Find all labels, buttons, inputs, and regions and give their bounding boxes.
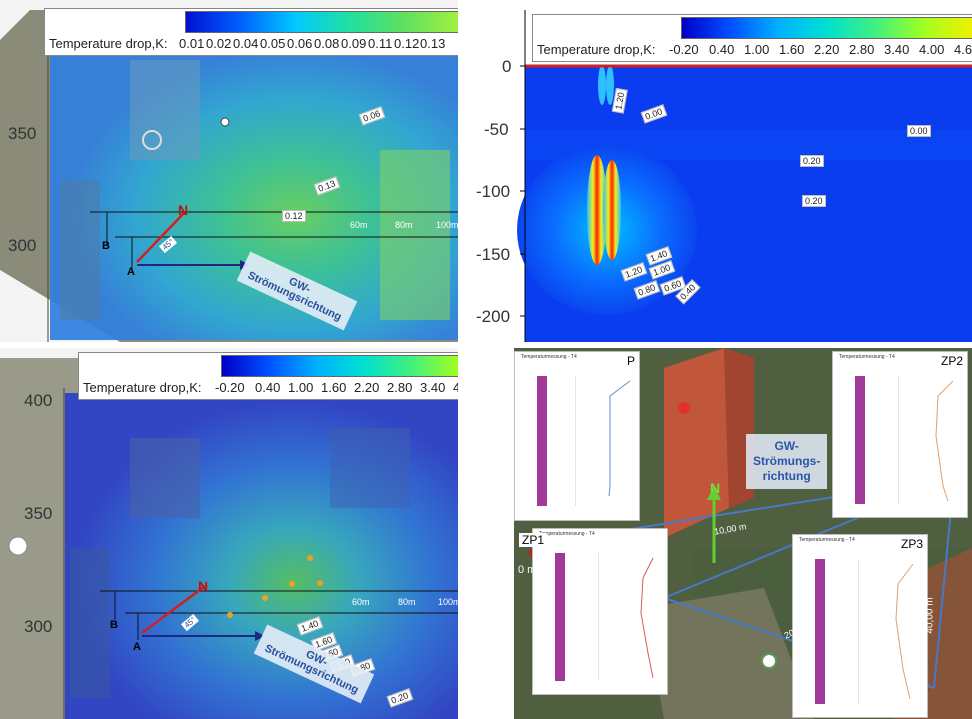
gw-flow-direction-label: GW- Strömungs- richtung: [746, 434, 828, 489]
y-tick-label: -150: [476, 245, 511, 264]
legend-tick: 2.80: [387, 380, 413, 395]
distance-label: 60m: [350, 220, 368, 230]
point-b-label: B: [110, 619, 118, 631]
profile-sheet-zp3: Temperaturmessung - T4 ZP3: [792, 534, 928, 718]
legend-tick: 0.08: [314, 36, 340, 51]
legend-tick: 0.40: [255, 380, 281, 395]
legend-tick: 4.: [453, 380, 458, 395]
legend-tick: 3.40: [884, 42, 910, 57]
legend-panel3: Temperature drop,K: -0.20 0.40 1.00 1.60…: [78, 352, 458, 400]
y-tick-label: -200: [476, 307, 511, 326]
point-a-label: A: [133, 641, 141, 653]
temperature-profile: [898, 376, 954, 504]
plan-view-map-2: [0, 358, 458, 719]
legend-title: Temperature drop,K:: [537, 42, 656, 57]
legend-colorbar: [221, 355, 458, 377]
legend-ticks: -0.20 0.40 1.00 1.60 2.20 2.80 3.40 4.00…: [669, 42, 972, 57]
dimension-label: -1,07 m: [915, 640, 930, 682]
legend-tick: -0.20: [215, 380, 245, 395]
temperature-profile: [575, 376, 631, 506]
y-tick-label: 400: [24, 391, 53, 410]
legend-tick: 0.13: [420, 36, 446, 51]
legend-ticks: -0.20 0.40 1.00 1.60 2.20 2.80 3.40 4.: [215, 380, 458, 395]
legend-tick: 2.20: [354, 380, 380, 395]
sheet-header: Temperaturmessung - T4: [539, 531, 595, 537]
legend-tick: 1.60: [321, 380, 347, 395]
isoline-label: 0.20: [800, 155, 824, 167]
dimension-label: 0 m: [518, 564, 537, 576]
distance-label: 80m: [398, 597, 416, 607]
profile-sheet-p: Temperaturmessung - T4 P: [514, 351, 640, 521]
geology-strip: [815, 559, 825, 704]
legend-panel1: Temperature drop,K: 0.01 0.02 0.04 0.05 …: [44, 8, 458, 56]
dimension-label: 40,00 m: [924, 597, 936, 634]
legend-tick: 0.02: [206, 36, 232, 51]
legend-tick: 2.20: [814, 42, 840, 57]
dimension-label: -1,96 m: [940, 432, 968, 460]
legend-tick: 0.05: [260, 36, 286, 51]
legend-tick: 0.04: [233, 36, 259, 51]
panel-plan-view-top: Temperature drop,K: 0.01 0.02 0.04 0.05 …: [0, 0, 458, 342]
point-a-label: A: [127, 266, 135, 278]
distance-label: 100m: [438, 597, 458, 607]
isoline-label: 0.00: [907, 125, 931, 137]
legend-tick: 1.60: [779, 42, 805, 57]
y-tick-label: 0: [502, 57, 512, 76]
legend-colorbar: [185, 11, 458, 33]
north-arrow-label: N: [710, 480, 721, 496]
point-b-label: B: [102, 240, 110, 252]
y-tick-label: -100: [476, 182, 511, 201]
north-arrow-label: N: [198, 578, 209, 594]
legend-tick: 0.09: [341, 36, 367, 51]
distance-label: 80m: [395, 220, 413, 230]
isoline-label: 0.20: [802, 195, 826, 207]
y-tick-label: 350: [8, 124, 37, 143]
legend-tick: 1.00: [744, 42, 770, 57]
legend-colorbar: [681, 17, 972, 39]
geology-strip: [855, 376, 865, 504]
panel-plan-view-bottom: Temperature drop,K: -0.20 0.40 1.00 1.60…: [0, 348, 458, 719]
legend-title: Temperature drop,K:: [83, 380, 202, 395]
plan-view-map-1: [0, 10, 458, 342]
legend-tick: 0.40: [709, 42, 735, 57]
sheet-tag: ZP3: [900, 537, 923, 551]
sheet-tag: ZP2: [940, 354, 963, 368]
panel-site-photo: Temperaturmessung - T4 P Temperaturmessu…: [514, 348, 972, 719]
temperature-profile: [858, 559, 914, 704]
y-tick-label: 350: [24, 504, 53, 523]
profile-sheet-zp1: Temperaturmessung - T4 ZP1: [519, 528, 668, 695]
distance-label: 60m: [352, 597, 370, 607]
sheet-header: Temperaturmessung - T4: [799, 537, 855, 543]
distance-label: 100m: [436, 220, 458, 230]
legend-tick: 0.11: [368, 36, 393, 51]
legend-panel2: Temperature drop,K: -0.20 0.40 1.00 1.60…: [532, 14, 972, 62]
sheet-tag: P: [626, 354, 635, 368]
y-tick-label: 300: [24, 617, 53, 636]
geology-strip: [555, 553, 565, 681]
north-arrow-label: N: [178, 202, 189, 218]
legend-tick: 0.06: [287, 36, 313, 51]
temperature-profile: [598, 553, 654, 681]
legend-tick: 1.00: [288, 380, 314, 395]
sheet-tag: ZP1: [519, 533, 548, 547]
legend-tick: -0.20: [669, 42, 699, 57]
legend-tick: 3.40: [420, 380, 446, 395]
legend-tick: 0.01: [179, 36, 205, 51]
y-tick-label: 300: [8, 236, 37, 255]
legend-ticks: 0.01 0.02 0.04 0.05 0.06 0.08 0.09 0.11 …: [179, 36, 446, 51]
sheet-header: Temperaturmessung - T4: [521, 354, 577, 360]
legend-tick: 4.60: [954, 42, 972, 57]
isoline-label: 0.12: [282, 210, 306, 222]
profile-sheet-zp2: Temperaturmessung - T4 ZP2: [832, 351, 968, 518]
panel-cross-section: Temperature drop,K: -0.20 0.40 1.00 1.60…: [462, 0, 972, 342]
y-tick-label: -50: [484, 120, 509, 139]
legend-tick: 0.12: [394, 36, 420, 51]
sheet-header: Temperaturmessung - T4: [839, 354, 895, 360]
legend-tick: 2.80: [849, 42, 875, 57]
geology-strip: [537, 376, 547, 506]
legend-tick: 4.00: [919, 42, 945, 57]
legend-title: Temperature drop,K:: [49, 36, 168, 51]
